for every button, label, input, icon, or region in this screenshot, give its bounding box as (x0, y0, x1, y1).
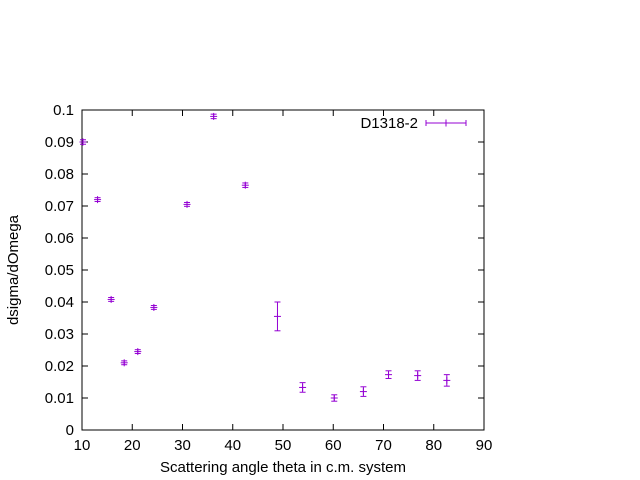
data-point (120, 359, 128, 367)
data-point (299, 382, 307, 393)
y-tick-label: 0.04 (45, 294, 74, 311)
x-tick-label: 10 (74, 437, 91, 454)
data-point (210, 112, 218, 120)
data-point (79, 138, 87, 146)
data-point (385, 370, 393, 379)
legend-errorbar-sample (425, 119, 467, 127)
y-tick-label: 0.05 (45, 262, 74, 279)
x-axis-label: Scattering angle theta in c.m. system (160, 459, 406, 476)
legend-label: D1318-2 (360, 115, 418, 132)
data-point (273, 301, 281, 332)
data-point (330, 394, 338, 402)
data-point (241, 181, 249, 189)
y-tick-label: 0.06 (45, 230, 74, 247)
x-axis: 10 20 30 40 50 60 70 80 90 (74, 110, 493, 454)
data-point (443, 374, 451, 387)
y-axis-label: dsigma/dOmega (5, 214, 22, 325)
y-tick-label: 0.1 (53, 102, 74, 119)
y-tick-label: 0.02 (45, 358, 74, 375)
data-point (150, 303, 158, 311)
data-point (134, 348, 142, 356)
y-tick-label: 0.07 (45, 198, 74, 215)
data-point (183, 200, 191, 208)
y-tick-label: 0.09 (45, 134, 74, 151)
y-axis: 0 0.01 0.02 0.03 0.04 0.05 0.06 0.07 0.08 0.09 0.1 (45, 102, 484, 439)
y-tick-label: 0.01 (45, 390, 74, 407)
x-tick-label: 80 (425, 437, 442, 454)
x-tick-label: 90 (476, 437, 493, 454)
y-tick-label: 0 (66, 422, 74, 439)
data-points (79, 112, 451, 402)
x-tick-label: 30 (174, 437, 191, 454)
y-tick-label: 0.08 (45, 166, 74, 183)
data-point (414, 370, 422, 381)
x-tick-label: 50 (275, 437, 292, 454)
x-tick-label: 40 (224, 437, 241, 454)
x-tick-label: 20 (124, 437, 141, 454)
x-tick-label: 60 (325, 437, 342, 454)
data-point (359, 386, 367, 397)
y-tick-label: 0.03 (45, 326, 74, 343)
x-tick-label: 70 (375, 437, 392, 454)
legend: D1318-2 (360, 115, 467, 132)
plot-frame (81, 109, 485, 431)
data-point (94, 196, 102, 204)
data-point (107, 295, 115, 303)
